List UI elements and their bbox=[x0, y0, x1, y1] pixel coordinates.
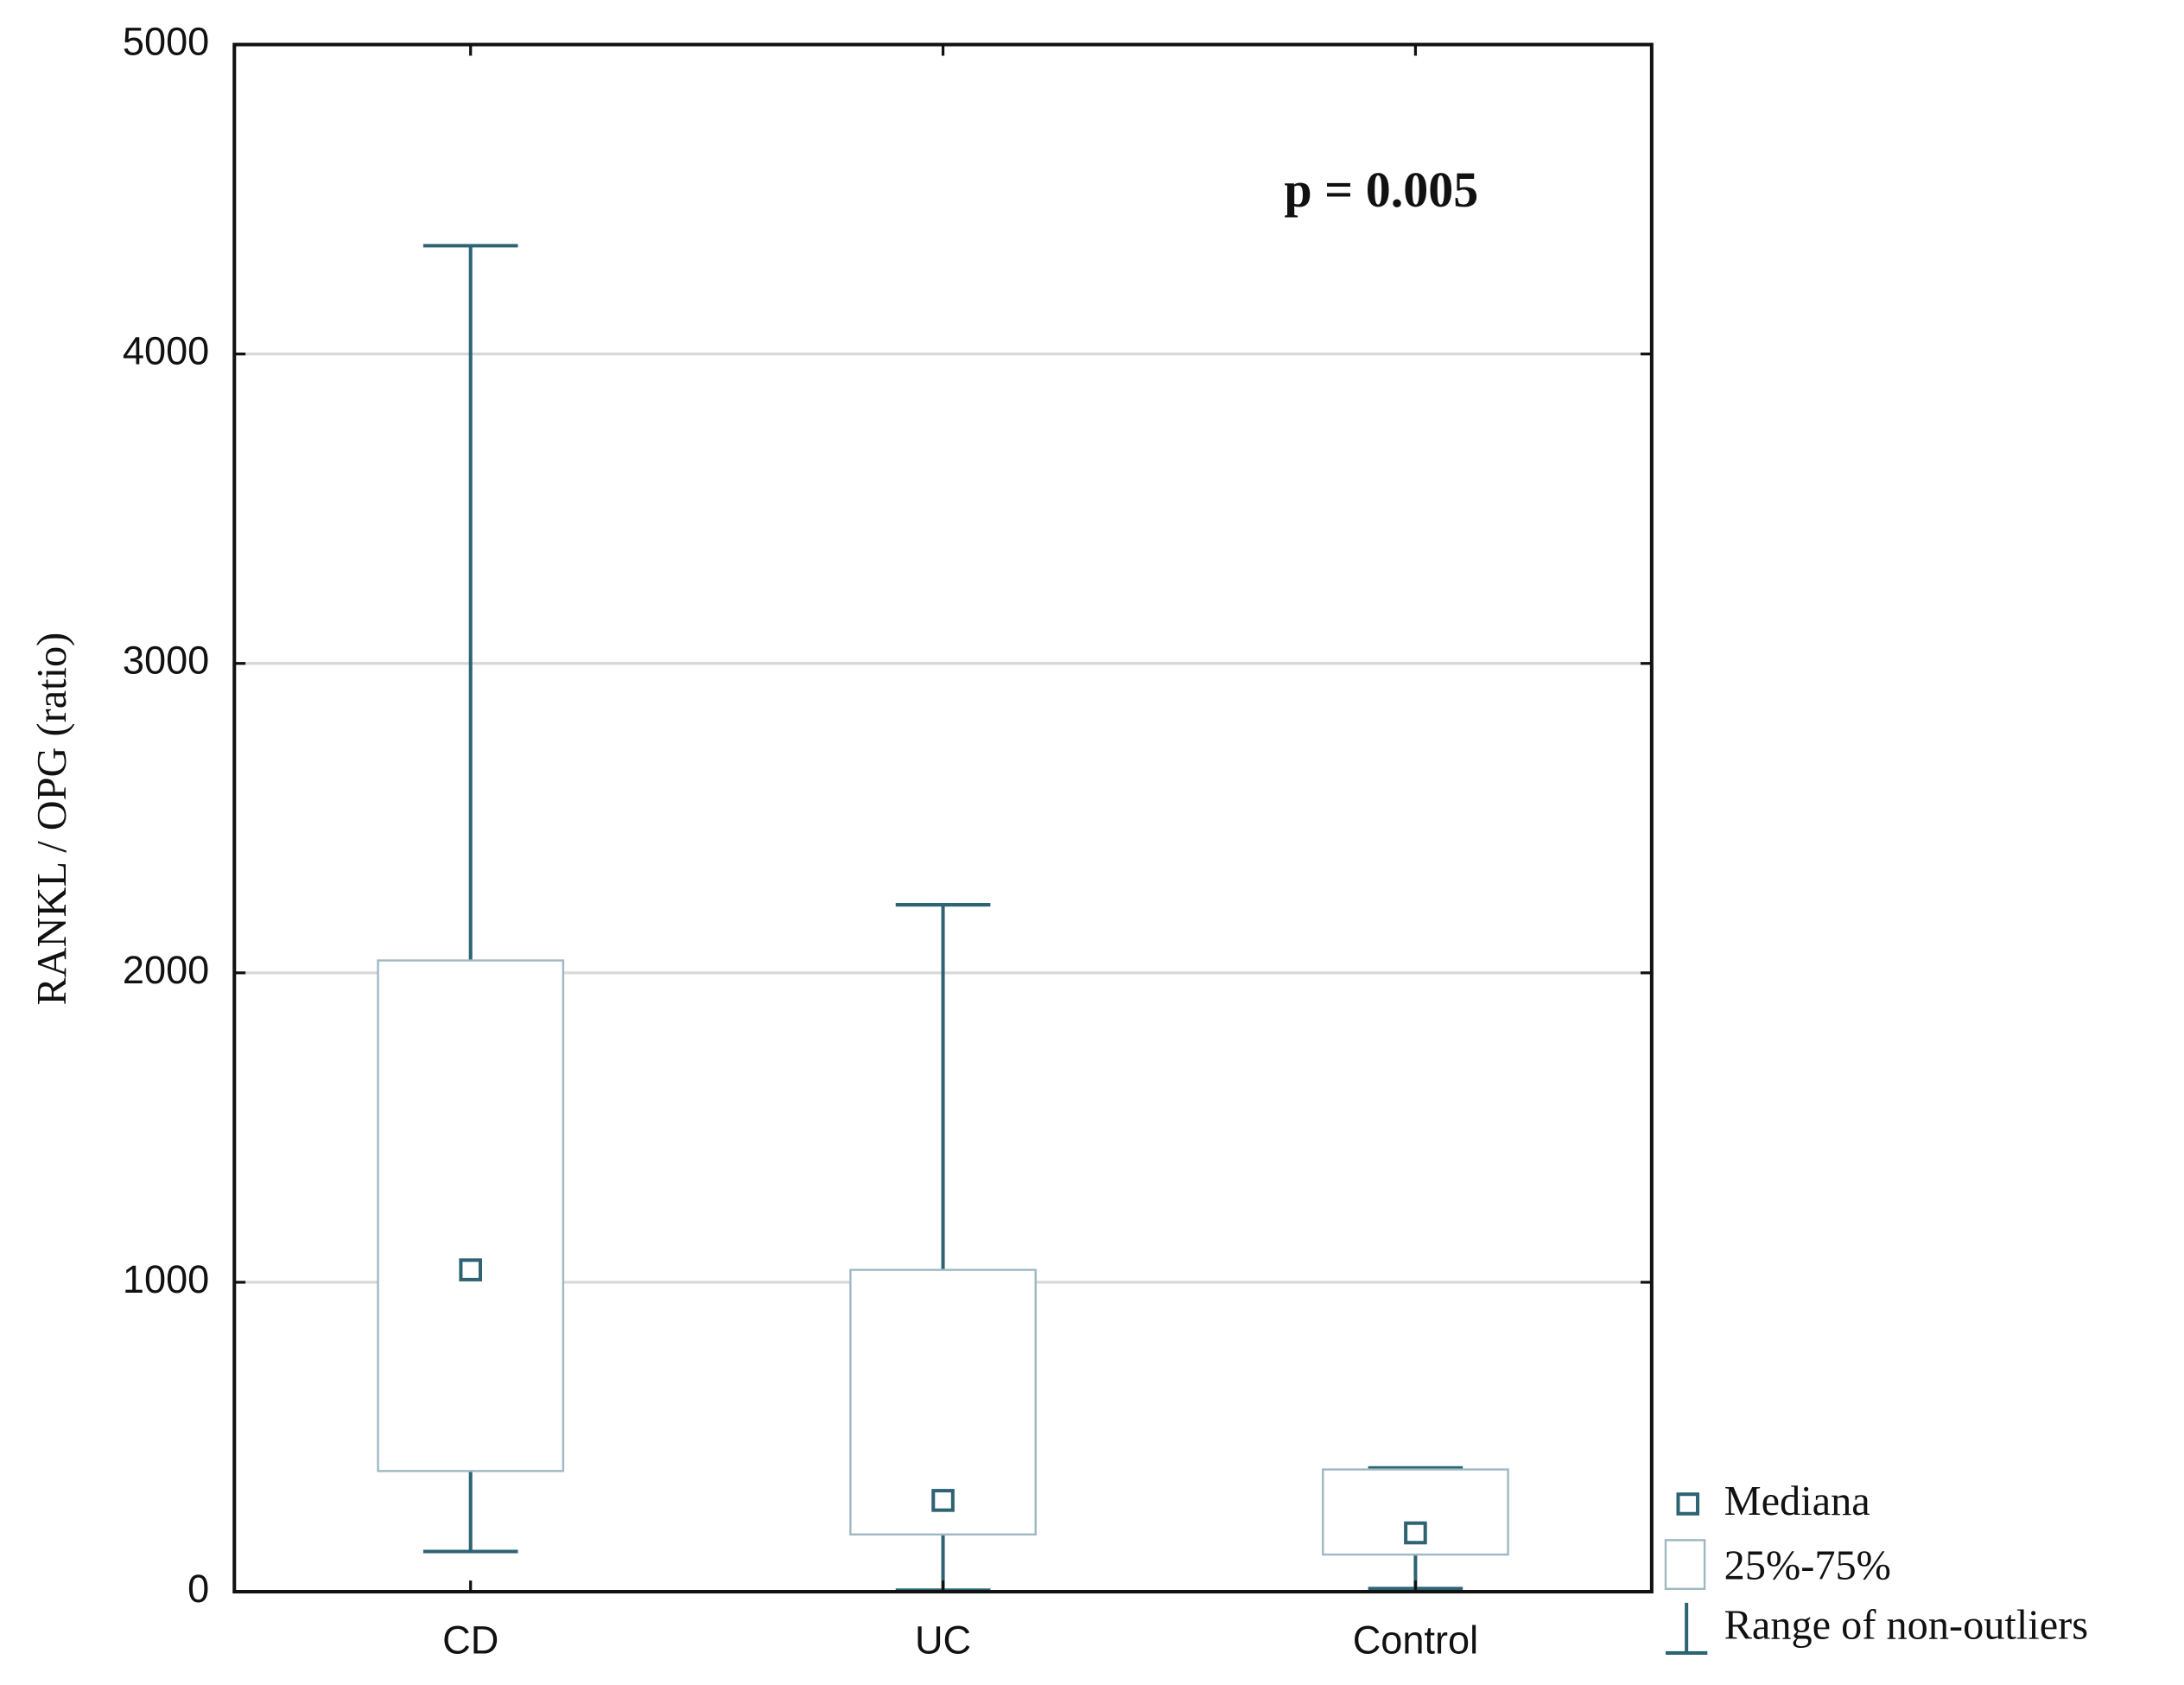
y-tick-label: 2000 bbox=[123, 948, 209, 992]
median-marker bbox=[1404, 1521, 1427, 1545]
y-tick-label: 4000 bbox=[123, 329, 209, 373]
legend-box-symbol bbox=[1664, 1539, 1706, 1591]
median-marker bbox=[931, 1489, 955, 1512]
median-marker bbox=[459, 1258, 482, 1281]
x-tick-label: Control bbox=[1353, 1618, 1478, 1663]
plot-frame bbox=[232, 42, 1654, 1594]
legend-label: Range of non-outliers bbox=[1724, 1603, 2088, 1649]
y-tick-label: 0 bbox=[187, 1567, 209, 1611]
x-tick-label: CD bbox=[442, 1618, 498, 1663]
y-axis-label: RANKL / OPG (ratio) bbox=[29, 633, 75, 1006]
legend-label: Mediana bbox=[1724, 1478, 1870, 1524]
y-tick-label: 3000 bbox=[123, 639, 209, 683]
x-tick-label: UC bbox=[915, 1618, 971, 1663]
y-tick-label: 5000 bbox=[123, 19, 209, 63]
legend-label: 25%-75% bbox=[1724, 1542, 1891, 1588]
box bbox=[377, 959, 565, 1472]
legend-median-symbol bbox=[1676, 1492, 1700, 1516]
y-tick-label: 1000 bbox=[123, 1257, 209, 1301]
annotation: p = 0.005 bbox=[1284, 162, 1478, 218]
box bbox=[849, 1269, 1037, 1536]
